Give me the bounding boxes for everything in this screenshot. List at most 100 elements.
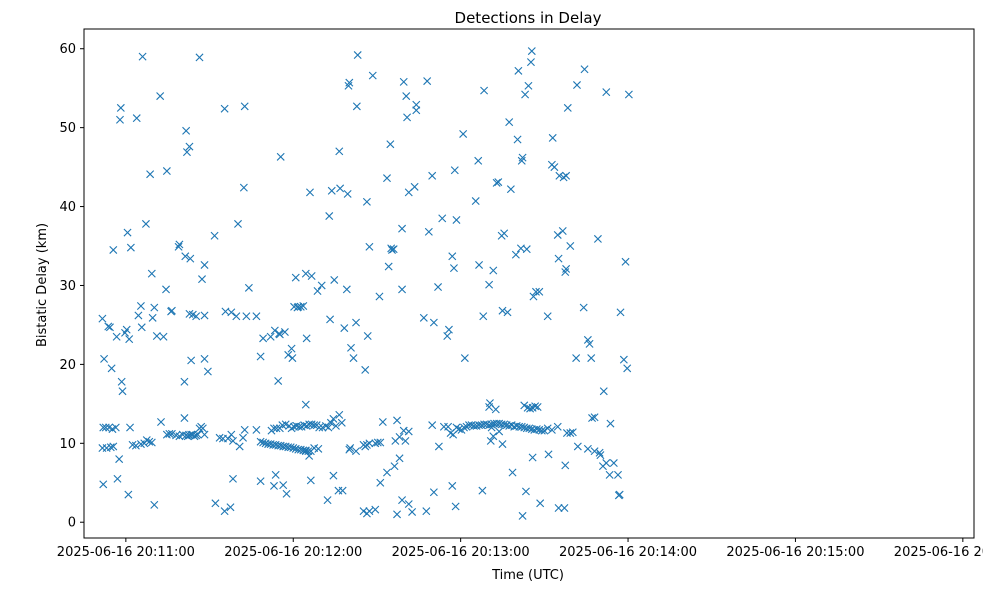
data-point — [167, 306, 176, 315]
data-point — [531, 402, 540, 411]
data-point — [531, 287, 540, 296]
data-point — [141, 219, 150, 228]
data-point — [404, 427, 413, 436]
data-point — [572, 81, 581, 90]
data-point — [550, 163, 559, 172]
x-tick-label: 2025-06-16 20:16:00 — [894, 545, 983, 560]
data-point — [98, 314, 107, 323]
data-point — [378, 418, 387, 426]
data-point — [137, 323, 146, 332]
data-point — [326, 418, 335, 427]
data-point — [511, 250, 520, 259]
data-point — [287, 344, 296, 353]
data-point — [486, 436, 495, 445]
data-point — [228, 474, 237, 483]
data-point — [555, 171, 564, 180]
data-point — [327, 186, 336, 195]
data-point — [443, 331, 452, 340]
data-point — [525, 424, 534, 433]
data-point — [361, 365, 370, 374]
data-point — [590, 413, 599, 422]
data-point — [362, 197, 371, 206]
data-point — [513, 135, 522, 144]
data-point — [553, 422, 562, 431]
data-point — [296, 302, 305, 311]
data-point — [494, 178, 503, 187]
data-point — [148, 313, 157, 322]
data-point — [548, 133, 557, 142]
data-point — [244, 283, 253, 292]
y-tick-label: 20 — [59, 358, 76, 373]
data-point — [478, 486, 487, 495]
data-point — [454, 425, 463, 434]
data-point — [181, 252, 190, 261]
data-point — [326, 315, 335, 324]
data-point — [134, 311, 143, 320]
data-point — [422, 507, 431, 516]
data-point — [474, 156, 483, 165]
data-point — [305, 451, 314, 460]
data-point — [615, 490, 624, 499]
data-point — [315, 423, 324, 432]
data-point — [554, 504, 563, 513]
data-point — [329, 471, 338, 480]
x-axis-ticks: 2025-06-16 20:11:00 2025-06-16 20:12:00 20… — [57, 538, 983, 560]
data-point — [157, 418, 165, 426]
data-point — [323, 496, 332, 505]
data-point — [386, 140, 395, 149]
data-point — [335, 147, 344, 156]
x-tick-label: 2025-06-16 20:12:00 — [224, 545, 362, 560]
data-point — [147, 269, 156, 278]
data-point — [200, 260, 209, 269]
data-point — [227, 430, 236, 439]
data-point — [266, 332, 275, 341]
data-point — [109, 442, 118, 451]
data-point — [491, 405, 500, 414]
x-tick-label: 2025-06-16 20:14:00 — [559, 545, 697, 560]
data-point — [150, 500, 159, 509]
data-point — [195, 53, 204, 62]
data-point — [428, 171, 437, 180]
data-point — [180, 377, 189, 386]
data-point — [279, 481, 288, 490]
data-point — [623, 364, 632, 373]
data-point — [522, 245, 531, 254]
data-point — [239, 433, 248, 442]
data-point — [123, 228, 132, 237]
data-point — [314, 444, 323, 453]
data-point — [340, 324, 349, 333]
data-point — [402, 92, 411, 101]
y-tick-label: 10 — [59, 437, 76, 452]
data-point — [162, 285, 171, 294]
data-point — [500, 229, 509, 238]
data-point — [489, 266, 498, 275]
data-point — [125, 335, 134, 344]
data-point — [599, 387, 608, 396]
data-point — [606, 419, 615, 428]
data-point — [475, 260, 484, 269]
data-point — [393, 510, 402, 519]
data-point — [395, 433, 404, 441]
data-point — [226, 503, 235, 512]
data-point — [562, 171, 571, 180]
data-point — [605, 470, 614, 479]
data-point — [583, 335, 592, 344]
data-point — [113, 474, 122, 483]
data-point — [352, 318, 361, 327]
data-point — [330, 275, 339, 284]
data-point — [485, 280, 494, 289]
y-tick-label: 50 — [59, 121, 76, 136]
x-tick-label: 2025-06-16 20:11:00 — [57, 545, 195, 560]
data-point — [593, 234, 602, 243]
data-point — [180, 414, 189, 423]
data-point — [429, 318, 438, 327]
data-point — [116, 103, 125, 112]
data-point — [585, 339, 594, 348]
data-point — [540, 426, 549, 435]
data-point — [480, 86, 489, 95]
data-point — [621, 257, 630, 266]
data-point — [343, 189, 352, 198]
data-point — [390, 462, 399, 471]
data-point — [271, 470, 280, 479]
data-point — [174, 242, 183, 251]
